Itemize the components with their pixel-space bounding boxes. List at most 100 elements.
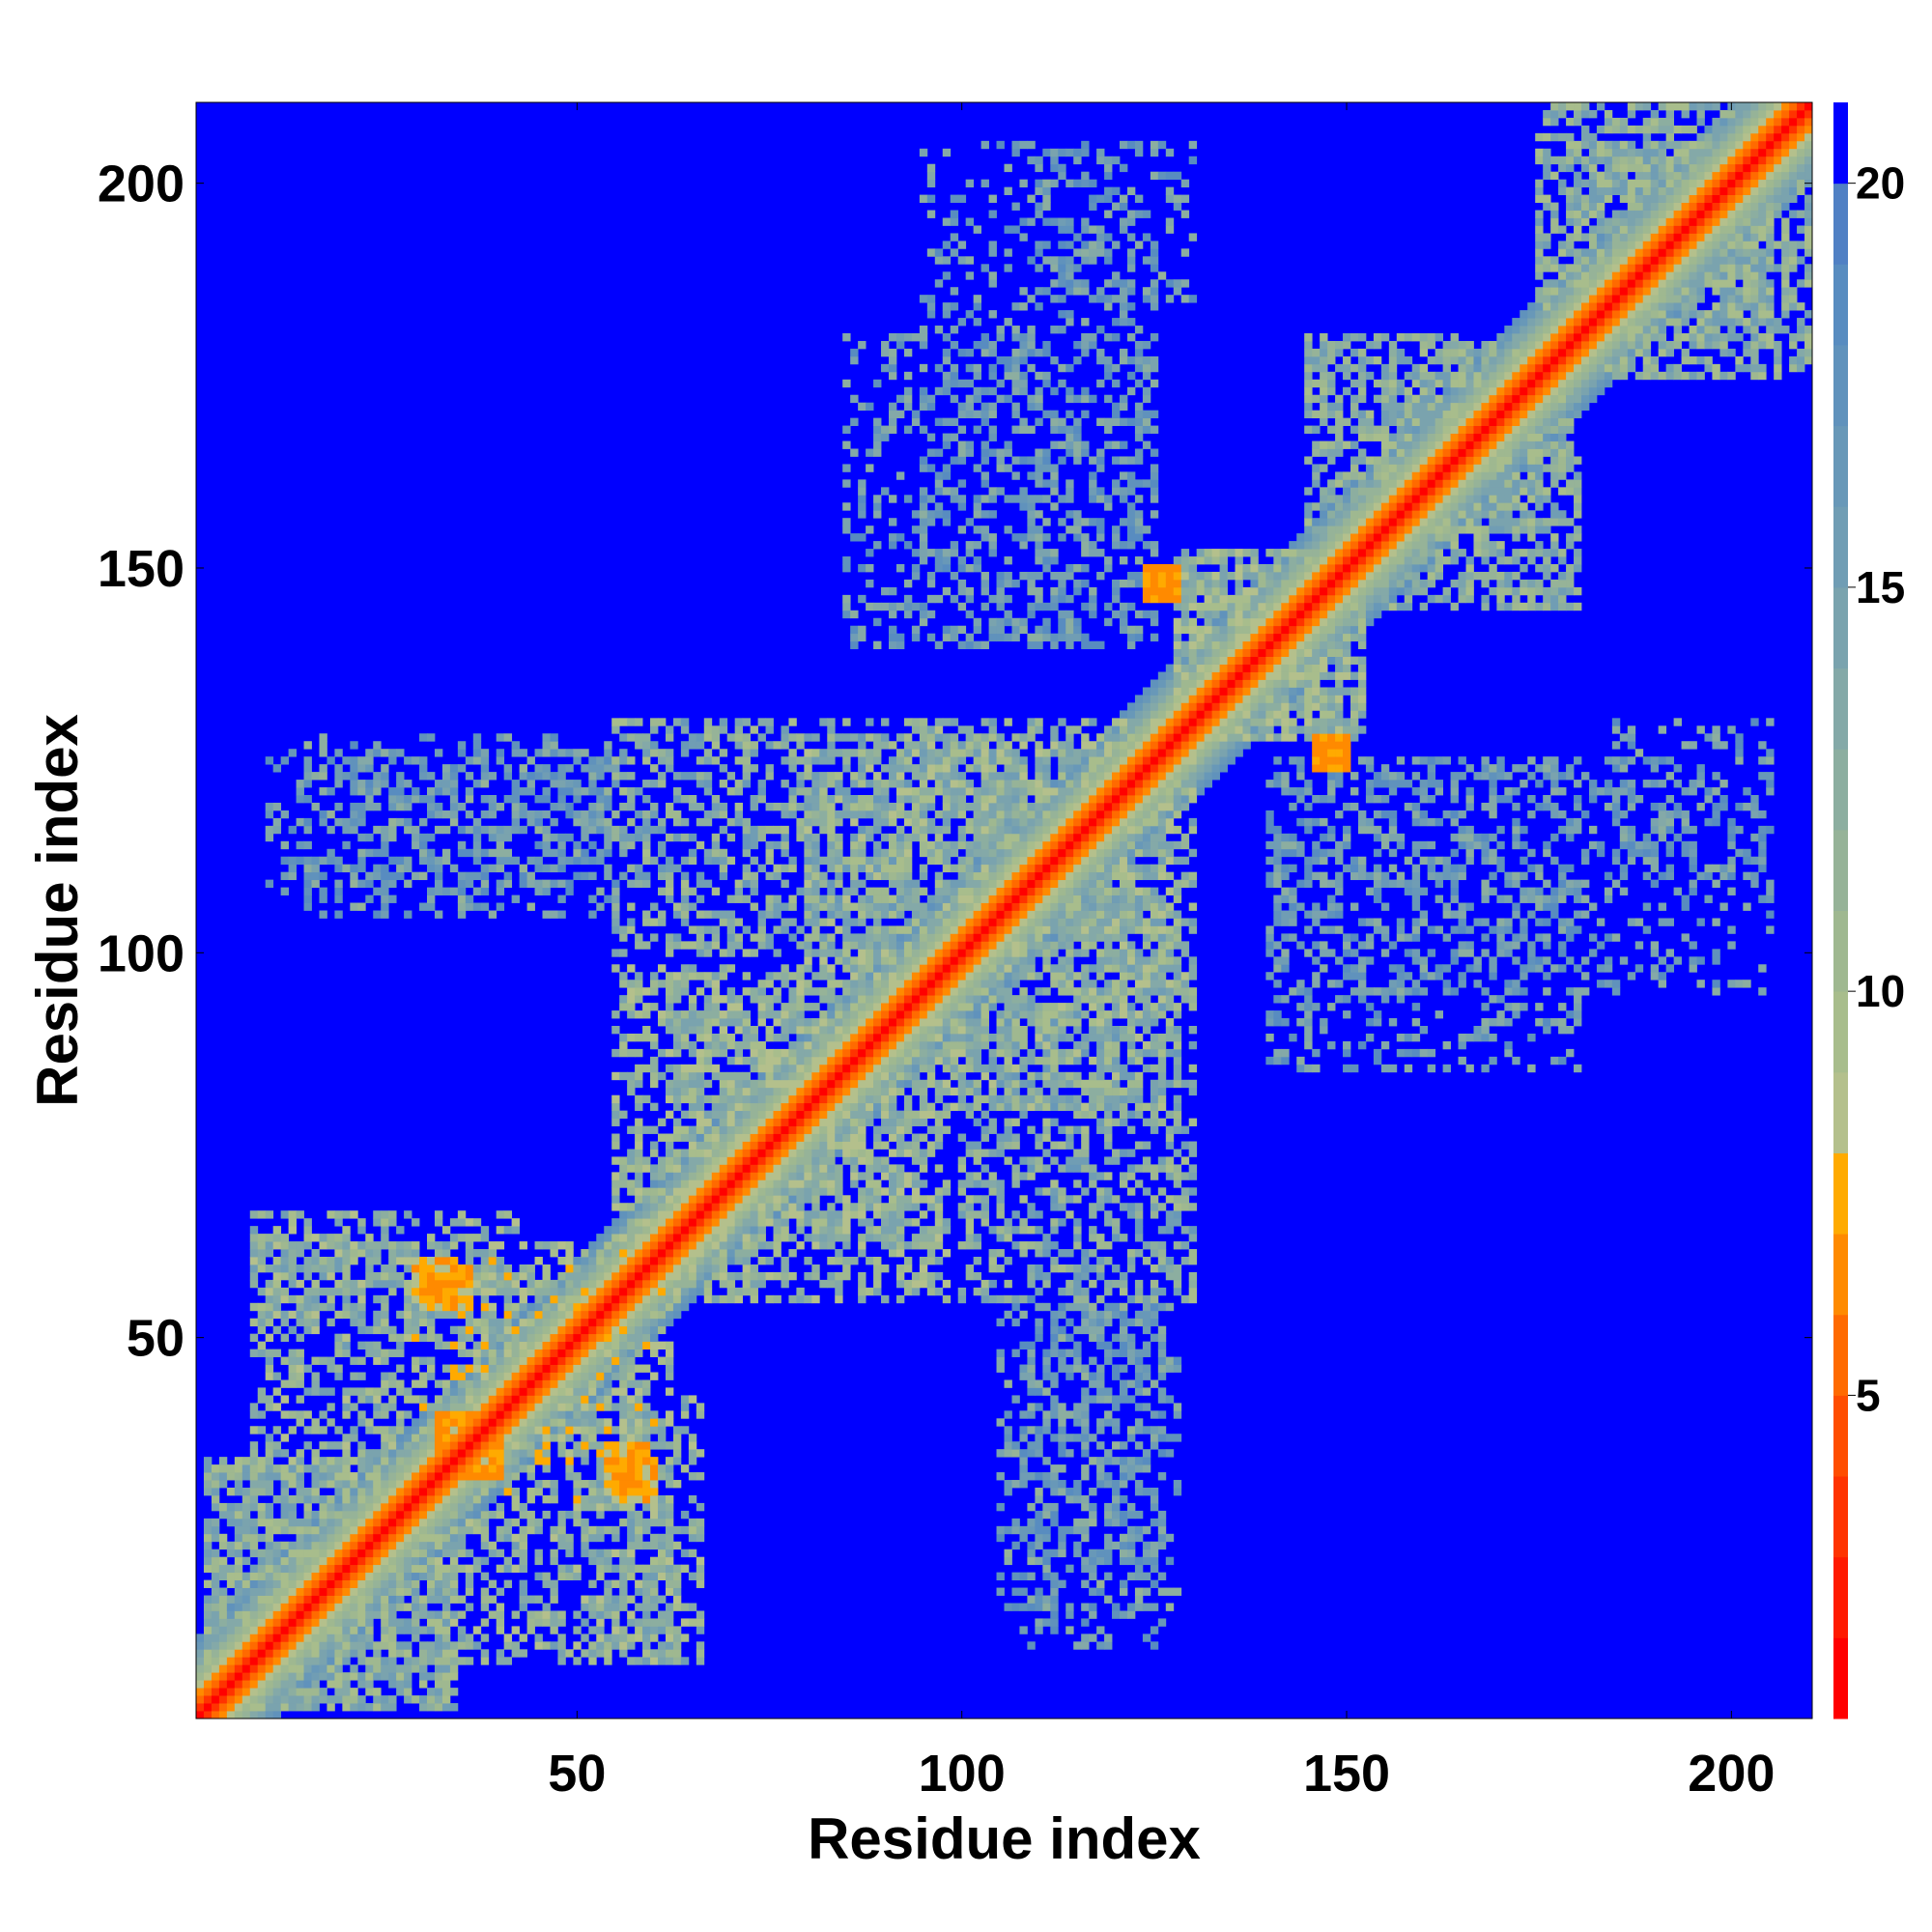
heatmap-cell [257, 1287, 267, 1296]
heatmap-cell [627, 733, 636, 742]
heatmap-cell [388, 825, 397, 835]
heatmap-cell [835, 980, 843, 988]
heatmap-cell [635, 1464, 643, 1473]
heatmap-cell [588, 1657, 597, 1665]
heatmap-cell [449, 1595, 459, 1604]
heatmap-cell [781, 1149, 789, 1157]
heatmap-cell [218, 1472, 228, 1481]
heatmap-cell [788, 1195, 797, 1204]
heatmap-cell [819, 902, 828, 911]
heatmap-cell [588, 756, 597, 765]
heatmap-cell [496, 1457, 505, 1465]
heatmap-cell [472, 1434, 482, 1442]
heatmap-cell [557, 1310, 566, 1320]
heatmap-cell [642, 1449, 651, 1458]
heatmap-cell [757, 995, 766, 1004]
heatmap-cell [396, 1579, 405, 1588]
heatmap-cell [412, 1664, 420, 1673]
heatmap-cell [573, 1356, 582, 1365]
heatmap-cell [465, 902, 474, 911]
heatmap-cell [711, 1203, 721, 1211]
heatmap-cell [665, 1064, 674, 1073]
heatmap-cell [842, 933, 851, 942]
heatmap-cell [719, 964, 728, 973]
heatmap-cell [404, 1302, 412, 1312]
heatmap-cell [742, 848, 751, 858]
heatmap-cell [658, 1548, 667, 1558]
heatmap-cell [257, 1626, 267, 1634]
heatmap-cell [573, 1610, 582, 1619]
heatmap-cell [311, 864, 320, 873]
heatmap-cell [334, 1218, 343, 1227]
heatmap-cell [519, 1372, 527, 1380]
heatmap-cell [811, 1040, 820, 1050]
heatmap-cell [257, 1703, 267, 1712]
heatmap-cell [434, 1664, 443, 1673]
heatmap-cell [288, 1426, 297, 1435]
heatmap-cell [604, 802, 612, 811]
heatmap-cell [742, 1040, 751, 1050]
heatmap-cell [373, 1510, 382, 1520]
heatmap-cell [658, 1356, 667, 1365]
heatmap-cell [781, 1087, 789, 1096]
heatmap-cell [680, 1125, 690, 1134]
heatmap-cell [835, 949, 843, 957]
heatmap-cell [734, 1156, 744, 1165]
heatmap-cell [604, 1441, 612, 1450]
heatmap-cell [703, 1234, 713, 1242]
heatmap-cell [280, 1548, 289, 1558]
heatmap-cell [719, 1294, 728, 1304]
heatmap-cell [334, 1264, 343, 1273]
heatmap-cell [665, 1480, 674, 1489]
heatmap-cell [688, 1003, 697, 1011]
heatmap-cell [742, 1125, 751, 1134]
heatmap-cell [488, 1257, 497, 1265]
heatmap-cell [342, 1441, 351, 1450]
heatmap-cell [350, 772, 358, 781]
heatmap-cell [726, 1249, 736, 1258]
heatmap-cell [526, 1302, 535, 1312]
heatmap-cell [765, 1294, 774, 1304]
heatmap-cell [496, 1271, 505, 1281]
heatmap-cell [257, 1533, 267, 1543]
heatmap-cell [611, 1279, 620, 1289]
heatmap-cell [511, 1641, 520, 1650]
heatmap-cell [581, 764, 589, 773]
heatmap-cell [650, 987, 659, 996]
heatmap-cell [696, 1026, 705, 1035]
heatmap-cell [265, 1464, 274, 1473]
heatmap-cell [850, 795, 859, 804]
heatmap-cell [642, 1164, 651, 1173]
heatmap-cell [288, 1279, 297, 1289]
heatmap-cell [565, 1426, 574, 1435]
heatmap-cell [257, 1457, 267, 1465]
heatmap-cell [419, 1434, 428, 1442]
heatmap-cell [672, 1441, 682, 1450]
heatmap-cell [550, 1595, 558, 1604]
heatmap-cell [465, 1241, 474, 1250]
heatmap-cell [588, 1264, 597, 1273]
heatmap-cell [441, 1664, 451, 1673]
heatmap-cell [680, 1187, 690, 1196]
heatmap-cell [457, 1403, 467, 1411]
heatmap-cell [565, 780, 574, 788]
heatmap-cell [842, 764, 851, 773]
heatmap-cell [288, 1510, 297, 1520]
heatmap-cell [688, 995, 697, 1004]
heatmap-cell [680, 1218, 690, 1227]
heatmap-cell [296, 1603, 304, 1611]
heatmap-cell [581, 825, 589, 835]
heatmap-cell [850, 848, 859, 858]
heatmap-cell [711, 1003, 721, 1011]
heatmap-cell [565, 1472, 574, 1481]
heatmap-cell [534, 1618, 543, 1627]
heatmap-cell [642, 848, 651, 858]
heatmap-cell [781, 1010, 789, 1019]
heatmap-cell [373, 1249, 382, 1258]
heatmap-cell [427, 1310, 436, 1320]
heatmap-cell [742, 1018, 751, 1027]
heatmap-cell [788, 987, 797, 996]
heatmap-cell [642, 1294, 651, 1304]
heatmap-cell [381, 1226, 389, 1235]
heatmap-cell [773, 1133, 781, 1142]
